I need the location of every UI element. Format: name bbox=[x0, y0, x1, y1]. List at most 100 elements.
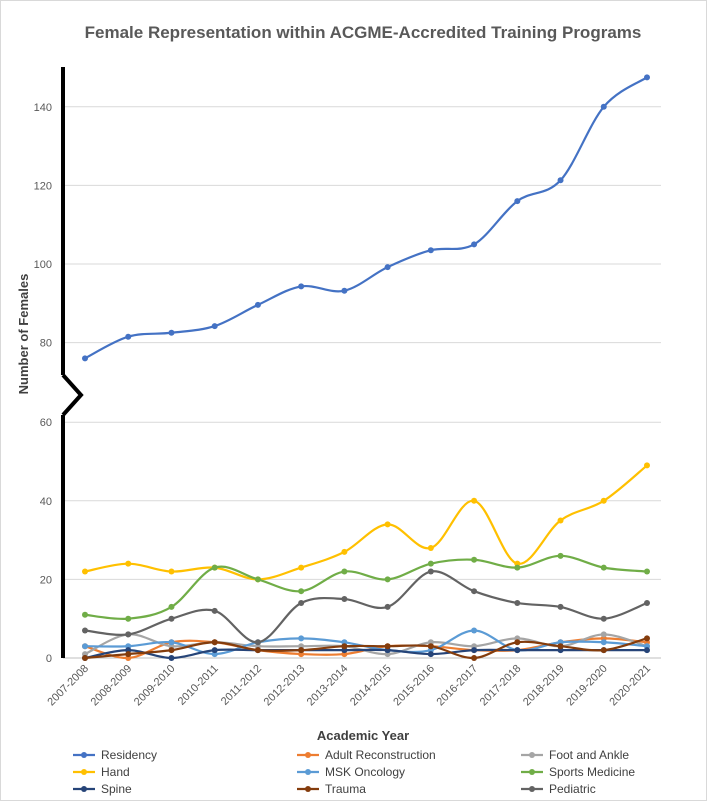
data-point-pediatric bbox=[514, 599, 521, 606]
data-point-trauma bbox=[644, 635, 650, 642]
legend-label: Sports Medicine bbox=[549, 765, 635, 779]
data-point-sports-medicine bbox=[600, 564, 607, 571]
series-spine bbox=[82, 647, 650, 661]
series-msk-oncology bbox=[82, 627, 650, 658]
data-point-hand bbox=[298, 564, 305, 571]
data-point-trauma bbox=[600, 647, 607, 654]
legend-item-msk-oncology: MSK Oncology bbox=[297, 765, 405, 779]
x-tick-label: 2020-2021 bbox=[607, 663, 653, 709]
data-point-residency bbox=[514, 198, 521, 205]
data-point-msk-oncology bbox=[168, 639, 175, 646]
y-axis bbox=[61, 67, 84, 658]
data-point-msk-oncology bbox=[600, 639, 607, 646]
data-point-hand bbox=[384, 521, 391, 528]
y-tick-label: 140 bbox=[34, 102, 52, 114]
data-point-trauma bbox=[168, 647, 175, 654]
data-point-pediatric bbox=[600, 615, 607, 622]
series-line-trauma bbox=[84, 637, 648, 660]
data-point-hand bbox=[341, 548, 348, 555]
legend-marker bbox=[529, 752, 535, 758]
gridlines bbox=[63, 106, 661, 659]
data-point-residency bbox=[384, 264, 391, 271]
data-point-trauma bbox=[211, 639, 218, 646]
data-point-pediatric bbox=[341, 596, 348, 603]
data-point-pediatric bbox=[298, 599, 305, 606]
legend-label: Residency bbox=[101, 748, 157, 762]
data-point-sports-medicine bbox=[557, 552, 564, 559]
data-point-sports-medicine bbox=[254, 576, 261, 583]
x-tick-label: 2016-2017 bbox=[435, 663, 481, 709]
y-tick-label: 120 bbox=[34, 180, 52, 192]
y-tick-label: 20 bbox=[40, 574, 52, 586]
data-point-sports-medicine bbox=[514, 564, 521, 571]
x-axis-title: Academic Year bbox=[317, 728, 409, 743]
x-tick-label: 2012-2013 bbox=[262, 663, 308, 709]
data-point-sports-medicine bbox=[298, 588, 305, 595]
x-tick-label: 2019-2020 bbox=[564, 663, 610, 709]
y-tick-label: 80 bbox=[40, 338, 52, 350]
series-pediatric bbox=[82, 568, 650, 646]
data-point-pediatric bbox=[644, 599, 650, 606]
data-point-residency bbox=[298, 283, 305, 290]
x-tick-label: 2014-2015 bbox=[348, 663, 394, 709]
legend-marker bbox=[305, 786, 311, 792]
x-tick-label: 2007-2008 bbox=[45, 663, 91, 709]
legend-item-foot-and-ankle: Foot and Ankle bbox=[521, 748, 629, 762]
data-point-hand bbox=[600, 497, 607, 504]
data-point-sports-medicine bbox=[82, 611, 88, 618]
data-point-trauma bbox=[427, 643, 434, 650]
legend-marker bbox=[529, 786, 535, 792]
data-point-residency bbox=[600, 103, 607, 110]
legend-marker bbox=[529, 769, 535, 775]
legend-marker bbox=[305, 752, 311, 758]
data-point-trauma bbox=[557, 643, 564, 650]
series-lines bbox=[82, 74, 650, 661]
legend-label: Trauma bbox=[325, 782, 366, 796]
data-point-sports-medicine bbox=[211, 564, 218, 571]
legend-marker bbox=[81, 752, 87, 758]
data-point-hand bbox=[82, 568, 88, 575]
data-point-spine bbox=[644, 647, 650, 654]
data-point-hand bbox=[644, 462, 650, 469]
legend-label: Pediatric bbox=[549, 782, 596, 796]
data-point-hand bbox=[471, 497, 478, 504]
data-point-msk-oncology bbox=[82, 643, 88, 650]
series-line-spine bbox=[84, 648, 647, 660]
data-point-foot-and-ankle bbox=[600, 631, 607, 638]
legend-item-pediatric: Pediatric bbox=[521, 782, 596, 796]
legend-label: Spine bbox=[101, 782, 132, 796]
series-sports-medicine bbox=[82, 552, 650, 622]
data-point-msk-oncology bbox=[298, 635, 305, 642]
data-point-pediatric bbox=[471, 588, 478, 595]
data-point-pediatric bbox=[82, 627, 88, 634]
chart-title: Female Representation within ACGME-Accre… bbox=[85, 23, 642, 42]
data-point-residency bbox=[168, 329, 175, 336]
data-point-pediatric bbox=[125, 631, 132, 638]
data-point-residency bbox=[471, 241, 478, 248]
data-point-residency bbox=[341, 287, 348, 294]
legend-item-spine: Spine bbox=[73, 782, 132, 796]
data-point-pediatric bbox=[211, 607, 218, 614]
legend-item-residency: Residency bbox=[73, 748, 157, 762]
data-point-residency bbox=[254, 301, 261, 308]
data-point-residency bbox=[644, 74, 650, 81]
data-point-spine bbox=[471, 647, 478, 654]
data-point-hand bbox=[557, 517, 564, 524]
legend-marker bbox=[81, 769, 87, 775]
data-point-sports-medicine bbox=[644, 568, 650, 575]
x-tick-label: 2018-2019 bbox=[521, 663, 567, 709]
legend-item-trauma: Trauma bbox=[297, 782, 366, 796]
x-tick-label: 2011-2012 bbox=[219, 663, 264, 708]
legend-label: Foot and Ankle bbox=[549, 748, 629, 762]
series-line-residency bbox=[84, 76, 648, 360]
data-point-residency bbox=[557, 177, 564, 184]
legend-item-hand: Hand bbox=[73, 765, 130, 779]
data-point-sports-medicine bbox=[168, 603, 175, 610]
series-trauma bbox=[82, 635, 650, 661]
data-point-pediatric bbox=[168, 615, 175, 622]
x-tick-label: 2015-2016 bbox=[391, 663, 437, 709]
data-point-spine bbox=[211, 647, 218, 654]
data-point-sports-medicine bbox=[471, 556, 478, 563]
data-point-trauma bbox=[298, 647, 305, 654]
